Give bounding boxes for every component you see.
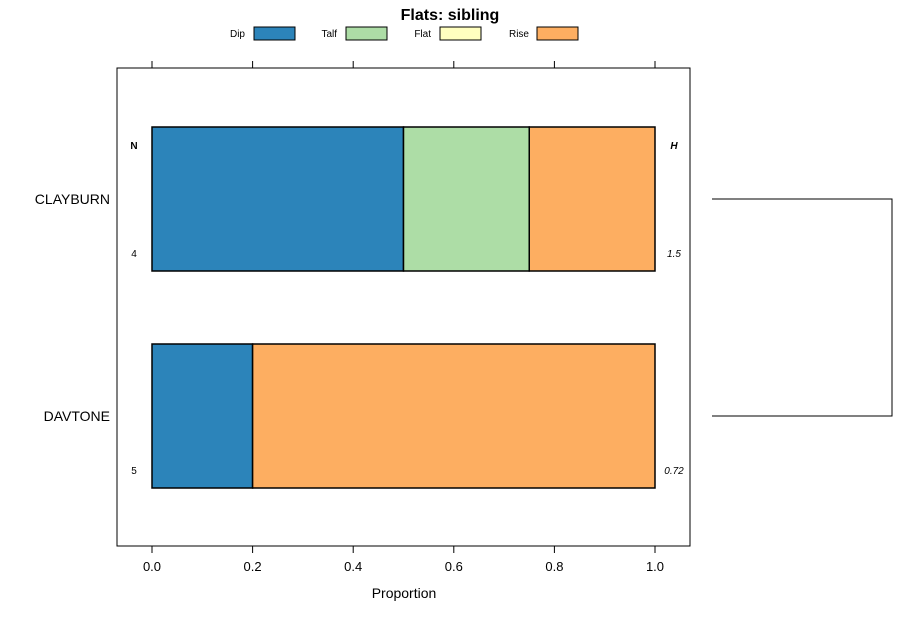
legend-swatch-dip: [253, 26, 296, 41]
bar-segment-clayburn-rise: [528, 126, 656, 272]
bar-segment-davtone-rise: [251, 343, 656, 489]
x-tick-label: 1.0: [646, 559, 664, 574]
chart-title: Flats: sibling: [401, 7, 500, 24]
legend-label-dip: Dip: [230, 29, 245, 40]
legend-swatch-rise: [536, 26, 579, 41]
h-value: 1.5: [667, 249, 681, 260]
side-annotations: N H 4 5 1.5 0.72: [130, 141, 684, 477]
bar-segment-davtone-dip: [151, 343, 254, 489]
n-value: 4: [131, 249, 137, 260]
x-tick-label: 0.0: [143, 559, 161, 574]
legend: Dip Talf Flat Rise: [230, 26, 579, 41]
plot-frame: [116, 67, 691, 547]
x-tick-label: 0.4: [344, 559, 362, 574]
legend-swatch-talf: [345, 26, 388, 41]
bar-segment-clayburn-dip: [151, 126, 405, 272]
legend-swatch-flat: [439, 26, 482, 41]
category-labels: CLAYBURN DAVTONE: [35, 191, 110, 424]
bar-segment-clayburn-talf: [402, 126, 530, 272]
x-tick-label: 0.8: [545, 559, 563, 574]
legend-label-talf: Talf: [321, 29, 337, 40]
axis-ticks: 0.0 0.2 0.4 0.6 0.8 1.0: [143, 61, 664, 574]
category-label-davtone: DAVTONE: [44, 408, 110, 424]
bars: [151, 126, 656, 489]
n-header: N: [130, 141, 137, 152]
h-value: 0.72: [664, 466, 684, 477]
h-header: H: [670, 141, 678, 152]
legend-label-flat: Flat: [414, 29, 431, 40]
n-value: 5: [131, 466, 137, 477]
category-label-clayburn: CLAYBURN: [35, 191, 110, 207]
x-axis-label: Proportion: [372, 585, 437, 601]
dendrogram: [712, 198, 893, 417]
x-tick-label: 0.2: [244, 559, 262, 574]
x-tick-label: 0.6: [445, 559, 463, 574]
legend-label-rise: Rise: [509, 29, 529, 40]
